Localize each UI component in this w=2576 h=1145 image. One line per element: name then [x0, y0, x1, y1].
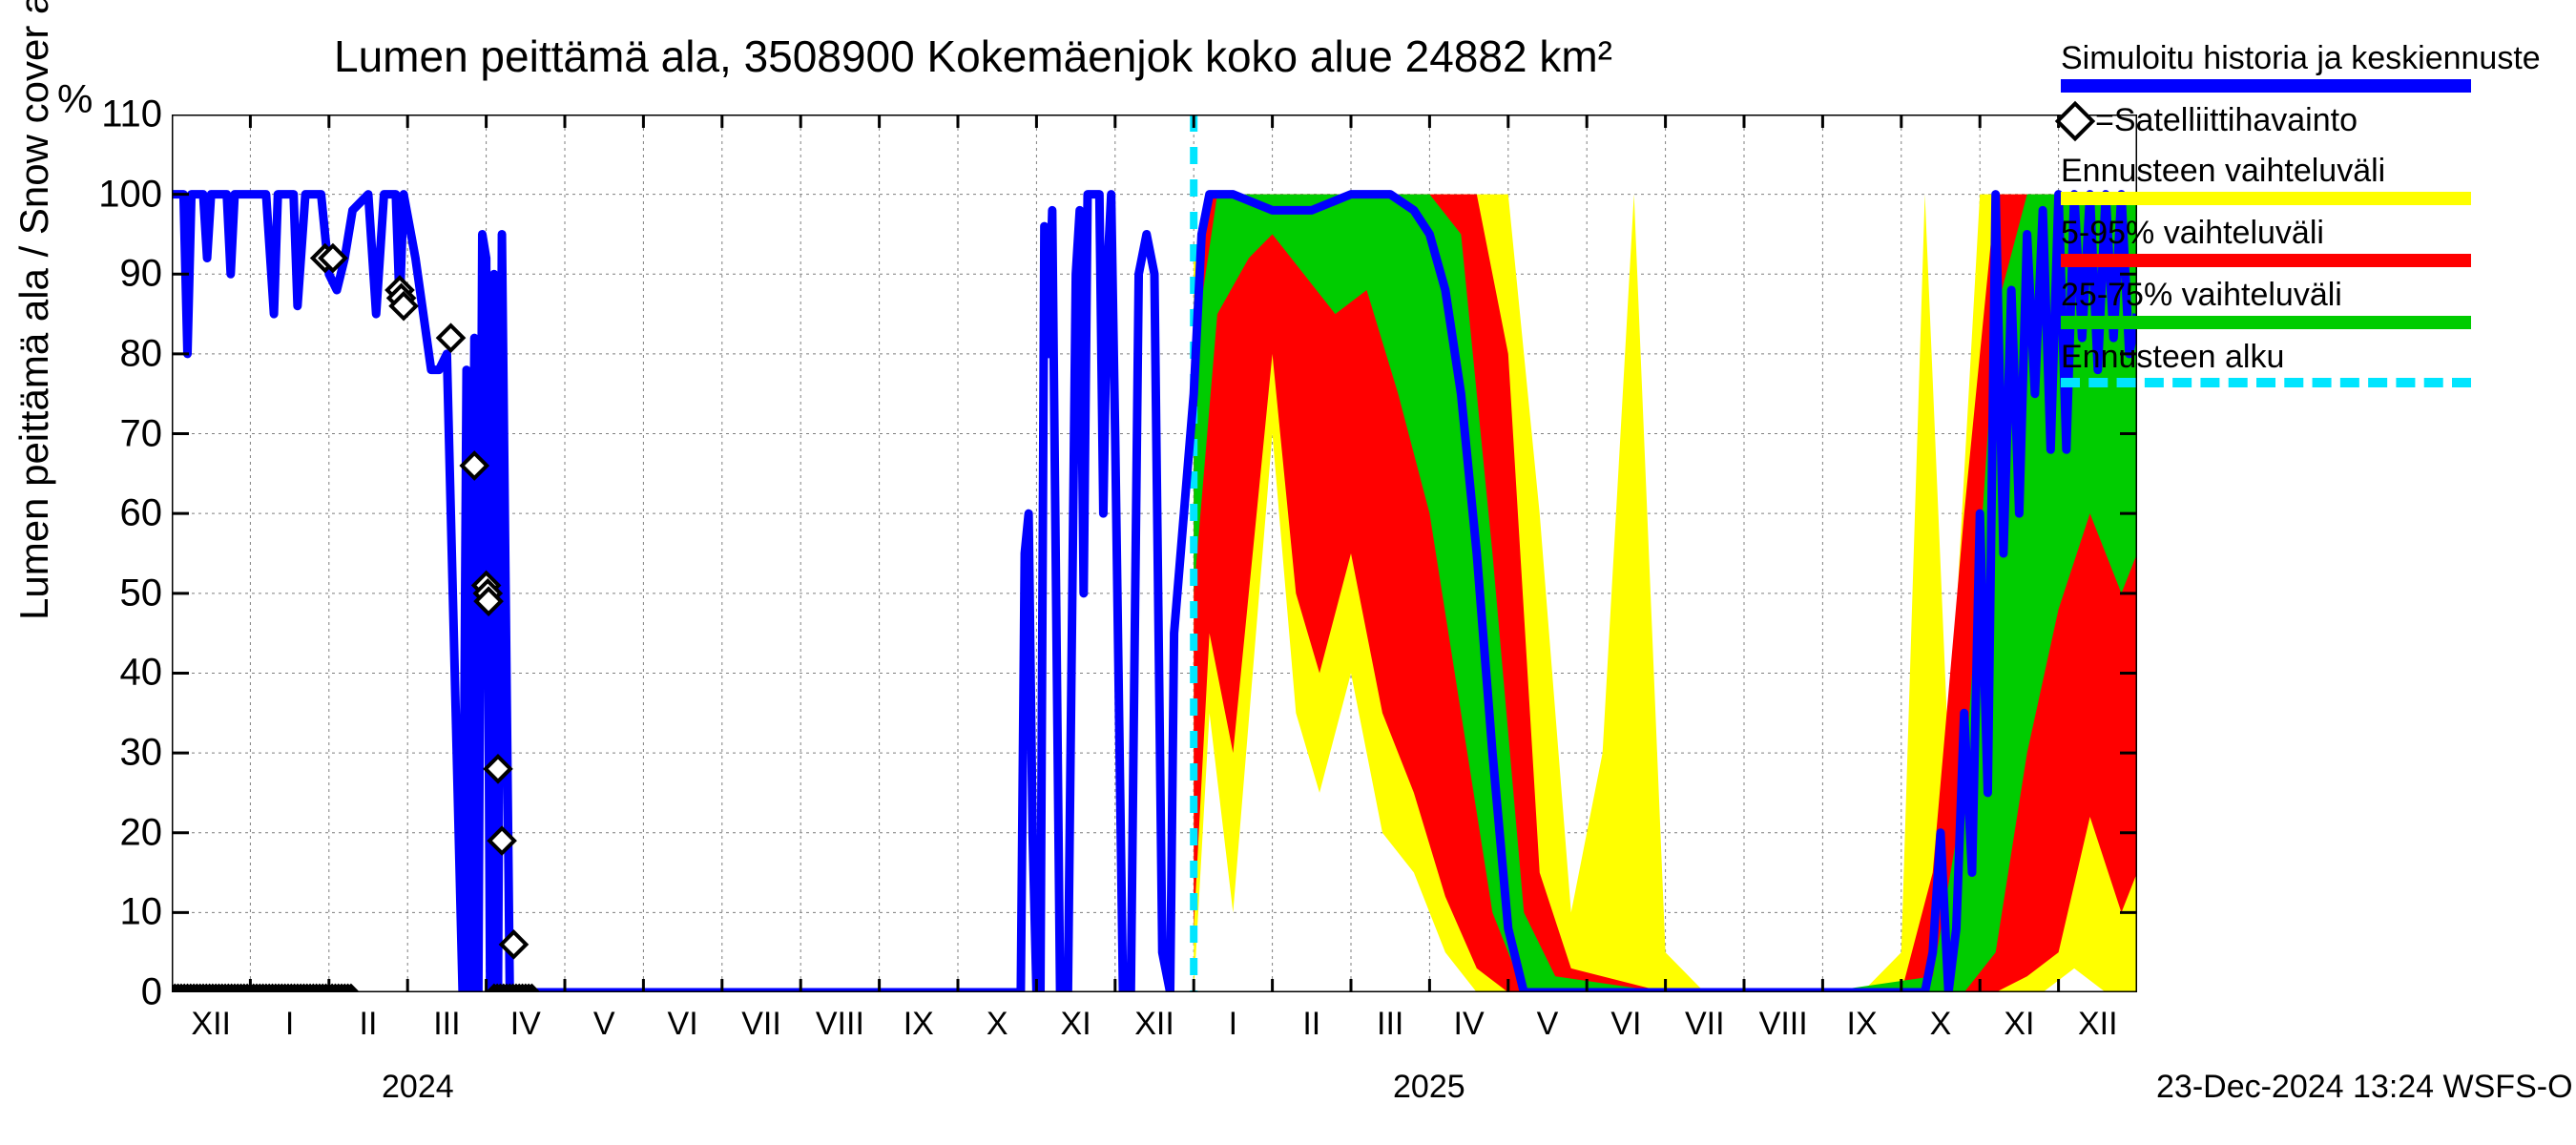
xtick-20: VIII: [1759, 1006, 1808, 1043]
xtick-22: X: [1930, 1006, 1952, 1043]
legend-p50: 25-75% vaihteluväli: [2061, 277, 2557, 329]
ytick-10: 10: [86, 891, 162, 934]
xtick-2: II: [360, 1006, 378, 1043]
xtick-16: IV: [1454, 1006, 1485, 1043]
xtick-17: V: [1537, 1006, 1559, 1043]
year-2024: 2024: [382, 1069, 454, 1106]
ytick-90: 90: [86, 253, 162, 296]
ytick-100: 100: [86, 173, 162, 216]
legend-range-swatch: [2061, 192, 2471, 205]
ytick-50: 50: [86, 572, 162, 614]
legend-p90-label: 5-95% vaihteluväli: [2061, 215, 2557, 252]
legend-sat-label: =Satelliittihavainto: [2095, 102, 2358, 139]
xtick-3: III: [433, 1006, 460, 1043]
footer-timestamp: 23-Dec-2024 13:24 WSFS-O: [2156, 1069, 2573, 1106]
ytick-0: 0: [86, 971, 162, 1014]
xtick-9: IX: [904, 1006, 934, 1043]
ytick-20: 20: [86, 811, 162, 854]
ytick-80: 80: [86, 332, 162, 375]
xtick-1: I: [285, 1006, 294, 1043]
diamond-icon: [2055, 100, 2095, 140]
legend-p90: 5-95% vaihteluväli: [2061, 215, 2557, 267]
xtick-14: II: [1302, 1006, 1320, 1043]
xtick-6: VI: [668, 1006, 698, 1043]
xtick-4: IV: [510, 1006, 541, 1043]
ytick-70: 70: [86, 412, 162, 455]
legend-p50-label: 25-75% vaihteluväli: [2061, 277, 2557, 314]
legend-sat: =Satelliittihavainto: [2061, 102, 2557, 139]
xtick-12: XII: [1134, 1006, 1174, 1043]
legend-sim: Simuloitu historia ja keskiennuste: [2061, 40, 2557, 93]
xtick-15: III: [1377, 1006, 1403, 1043]
xtick-19: VII: [1685, 1006, 1725, 1043]
legend: Simuloitu historia ja keskiennuste =Sate…: [2061, 40, 2557, 397]
year-2025: 2025: [1393, 1069, 1465, 1106]
xtick-8: VIII: [816, 1006, 864, 1043]
plot-svg: [172, 114, 2137, 992]
ytick-30: 30: [86, 732, 162, 775]
legend-fstart-swatch: [2061, 378, 2471, 387]
y-axis-label: Lumen peittämä ala / Snow cover area: [11, 0, 57, 620]
ytick-110: 110: [86, 94, 162, 136]
legend-range-label: Ennusteen vaihteluväli: [2061, 153, 2557, 190]
chart-canvas: Lumen peittämä ala, 3508900 Kokemäenjok …: [0, 0, 2576, 1145]
legend-p90-swatch: [2061, 254, 2471, 267]
xtick-0: XII: [191, 1006, 231, 1043]
ytick-40: 40: [86, 652, 162, 695]
xtick-11: XI: [1061, 1006, 1091, 1043]
chart-title: Lumen peittämä ala, 3508900 Kokemäenjok …: [334, 31, 1612, 82]
legend-range: Ennusteen vaihteluväli: [2061, 153, 2557, 205]
xtick-7: VII: [741, 1006, 781, 1043]
xtick-21: IX: [1847, 1006, 1878, 1043]
legend-fstart-label: Ennusteen alku: [2061, 339, 2557, 376]
xtick-23: XI: [2004, 1006, 2034, 1043]
ytick-60: 60: [86, 492, 162, 535]
xtick-13: I: [1229, 1006, 1237, 1043]
xtick-10: X: [987, 1006, 1008, 1043]
xtick-18: VI: [1610, 1006, 1641, 1043]
legend-sim-label: Simuloitu historia ja keskiennuste: [2061, 40, 2557, 77]
legend-p50-swatch: [2061, 316, 2471, 329]
plot-area: [172, 114, 2137, 992]
legend-sim-swatch: [2061, 79, 2471, 93]
xtick-24: XII: [2078, 1006, 2118, 1043]
legend-fstart: Ennusteen alku: [2061, 339, 2557, 387]
xtick-5: V: [593, 1006, 615, 1043]
